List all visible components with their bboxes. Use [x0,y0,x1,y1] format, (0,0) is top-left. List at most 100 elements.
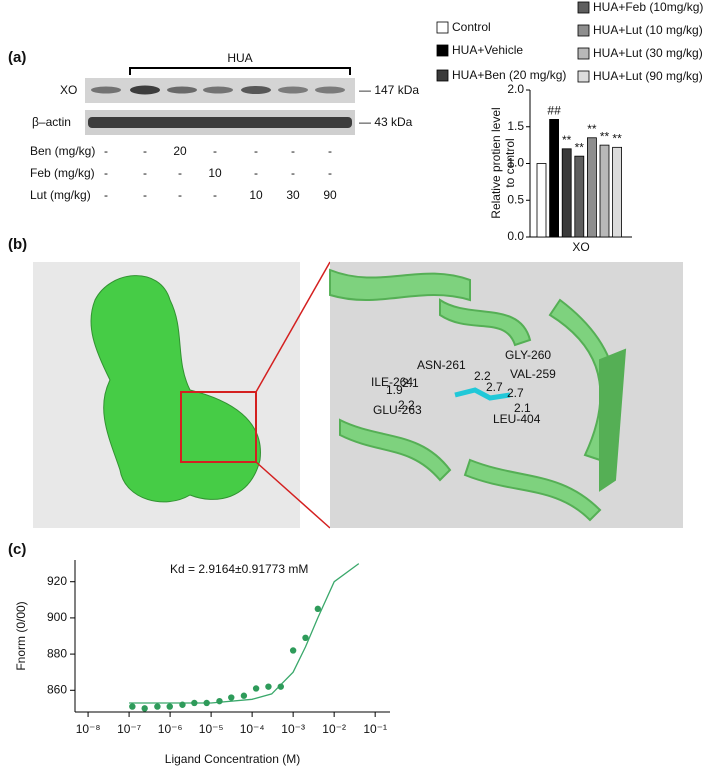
distance-label: 2.2 [398,398,415,412]
residue-label: LEU-404 [493,412,541,426]
point [191,699,198,707]
dose-cell: - [104,144,108,158]
y-tick-label: 1.5 [507,119,524,133]
dose-cell: 10 [208,166,222,180]
ligand [454,387,511,401]
point [277,683,284,690]
x-tick-label: 10⁻⁶ [158,722,183,736]
bar [536,163,547,238]
bar [561,148,572,238]
point [154,703,161,710]
point [166,703,173,710]
dose-cell: - [254,166,258,180]
y-tick-label: 0.5 [507,192,524,206]
blot-size: — 147 kDa [359,83,419,97]
point [240,692,248,699]
bar [612,146,622,238]
x-tick-label: 10⁻³ [281,722,305,736]
point [265,683,272,690]
point [228,694,235,701]
dose-cell: - [178,188,182,202]
point [216,697,223,705]
x-tick-label: 10⁻⁴ [240,722,265,736]
significance: ** [612,132,622,146]
panel-label: (b) [8,236,27,253]
residue-label: ILE-264 [371,375,413,389]
dose-cell: - [254,144,258,158]
panel-label: (c) [8,541,26,558]
zoom-box [180,391,257,463]
group-label: HUA [227,51,252,65]
legend-label: HUA+Vehicle [452,43,523,57]
dose-cell: 30 [286,188,300,202]
point [302,634,309,642]
panel-label: (a) [8,49,26,66]
dose-cell: - [213,144,217,158]
dose-cell: - [143,166,147,180]
residue-label: VAL-259 [510,367,556,381]
blot-protein: XO [60,83,77,97]
annotation: Kd = 2.9164±0.91773 mM [170,562,308,576]
distance-label: 2.7 [507,386,524,400]
x-tick-label: 10⁻⁷ [117,722,141,736]
point [141,705,148,712]
blot-size: — 43 kDa [359,115,413,129]
legend-swatch [436,44,449,57]
residue-label: GLY-260 [505,348,551,362]
blot-bands [88,85,352,128]
legend-label: Control [452,20,491,34]
residue-label: ASN-261 [417,358,466,372]
x-axis-label: Ligand Concentration (M) [165,752,300,766]
legend-label: HUA+Lut (30 mg/kg) [593,46,703,60]
y-tick-label: 2.0 [507,82,524,96]
dose-cell: - [143,144,147,158]
fit-line [129,563,360,704]
x-tick-label: XO [572,240,589,254]
y-tick-label: 1.0 [507,156,524,170]
y-axis-label: Fnorm (0/00) [14,601,28,670]
legend-label: HUA+Lut (10 mg/kg) [593,23,703,37]
point [314,605,322,613]
ribbons [329,268,627,522]
dose-cell: - [178,166,182,180]
dose-cell: - [104,188,108,202]
distance-label: 2.7 [486,380,503,394]
significance: ## [547,104,561,118]
dose-cell: - [143,188,147,202]
point [129,703,136,710]
bar [574,155,585,238]
point [289,647,297,654]
dose-cell: - [291,144,295,158]
y-axis-label: to control [503,138,517,187]
dose-cell: - [291,166,295,180]
dose-cell: 20 [173,144,187,158]
dose-label: Feb (mg/kg) [30,166,95,180]
dose-cell: - [213,188,217,202]
distance-label: 2.2 [474,369,491,383]
bracket [129,67,351,75]
x-tick-label: 10⁻² [322,722,346,736]
point [203,699,210,707]
legend-swatch [436,69,449,82]
y-tick-label: 880 [47,646,67,660]
point [179,701,186,708]
legend-swatch [577,70,590,83]
dose-cell: - [328,166,332,180]
distance-label: 2.1 [514,401,531,415]
distance-label: 2.1 [402,376,419,390]
dose-label: Lut (mg/kg) [30,188,91,202]
residue-label: GLU-263 [373,403,422,417]
significance: ** [562,133,572,147]
point [252,685,260,692]
x-tick-label: 10⁻¹ [363,722,387,736]
y-axis-label: Relative protien level [489,107,503,218]
zoom-line [255,461,331,529]
legend-swatch [436,21,449,34]
y-tick-label: 0.0 [507,229,524,243]
x-tick-label: 10⁻⁸ [76,722,101,736]
legend-label: HUA+Ben (20 mg/kg) [452,68,566,82]
legend-swatch [577,1,590,14]
dose-cell: - [104,166,108,180]
legend-label: HUA+Feb (10mg/kg) [593,0,703,14]
